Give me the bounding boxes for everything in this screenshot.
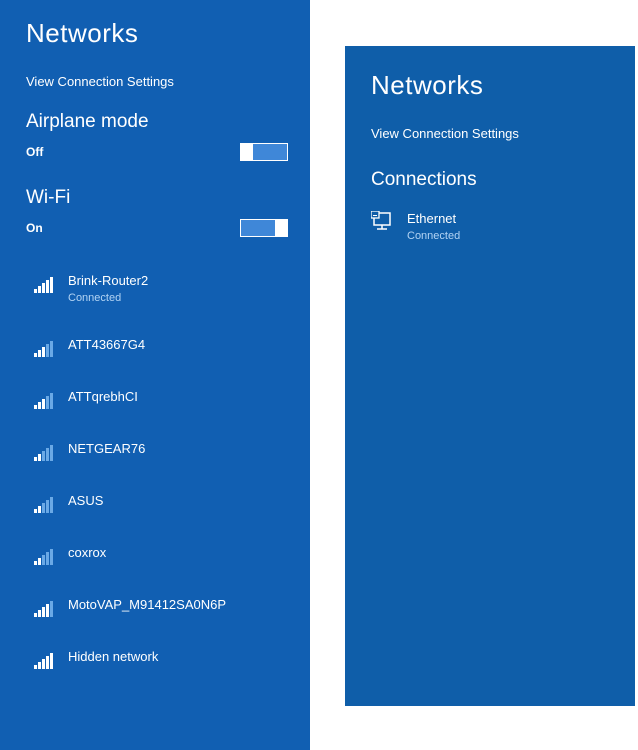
airplane-mode-row: Off: [26, 143, 288, 161]
airplane-mode-label: Airplane mode: [26, 111, 288, 133]
wifi-signal-icon: [34, 651, 54, 669]
wifi-row: On: [26, 219, 288, 237]
wifi-signal-icon: [34, 547, 54, 565]
ethernet-icon: [371, 211, 395, 231]
wifi-signal-icon: [34, 339, 54, 357]
connections-list: Ethernet Connected: [371, 205, 613, 249]
wifi-ssid: coxrox: [68, 545, 106, 561]
view-connection-settings-link[interactable]: View Connection Settings: [26, 74, 174, 89]
connections-label: Connections: [371, 169, 613, 191]
wifi-ssid: Brink-Router2: [68, 273, 148, 289]
panel-title: Networks: [371, 70, 613, 101]
wifi-network-item[interactable]: ATTqrebhCI: [26, 379, 288, 419]
connection-item[interactable]: Ethernet Connected: [371, 205, 613, 249]
wifi-ssid: MotoVAP_M91412SA0N6P: [68, 597, 226, 613]
networks-panel-ethernet: Networks View Connection Settings Connec…: [345, 46, 635, 706]
wifi-state: On: [26, 221, 43, 235]
wifi-toggle[interactable]: [240, 219, 288, 237]
wifi-network-item[interactable]: NETGEAR76: [26, 431, 288, 471]
panel-title: Networks: [26, 18, 288, 49]
wifi-ssid: ATTqrebhCI: [68, 389, 138, 405]
wifi-ssid: NETGEAR76: [68, 441, 145, 457]
connection-name: Ethernet: [407, 211, 460, 227]
connection-status: Connected: [407, 229, 460, 243]
wifi-network-item[interactable]: ASUS: [26, 483, 288, 523]
wifi-network-list: Brink-Router2 Connected ATT43667G4 ATTqrebh…: [26, 263, 288, 679]
wifi-ssid: Hidden network: [68, 649, 158, 665]
wifi-signal-icon: [34, 599, 54, 617]
wifi-network-item[interactable]: coxrox: [26, 535, 288, 575]
wifi-status: Connected: [68, 291, 148, 305]
wifi-network-item[interactable]: Brink-Router2 Connected: [26, 263, 288, 315]
wifi-network-item[interactable]: Hidden network: [26, 639, 288, 679]
networks-panel-wifi: Networks View Connection Settings Airpla…: [0, 0, 310, 750]
view-connection-settings-link[interactable]: View Connection Settings: [371, 126, 519, 141]
wifi-signal-icon: [34, 391, 54, 409]
wifi-network-item[interactable]: MotoVAP_M91412SA0N6P: [26, 587, 288, 627]
wifi-ssid: ASUS: [68, 493, 103, 509]
wifi-ssid: ATT43667G4: [68, 337, 145, 353]
airplane-mode-state: Off: [26, 145, 43, 159]
airplane-mode-toggle[interactable]: [240, 143, 288, 161]
wifi-label: Wi-Fi: [26, 187, 288, 209]
wifi-network-item[interactable]: ATT43667G4: [26, 327, 288, 367]
wifi-signal-icon: [34, 275, 54, 293]
wifi-signal-icon: [34, 443, 54, 461]
wifi-signal-icon: [34, 495, 54, 513]
